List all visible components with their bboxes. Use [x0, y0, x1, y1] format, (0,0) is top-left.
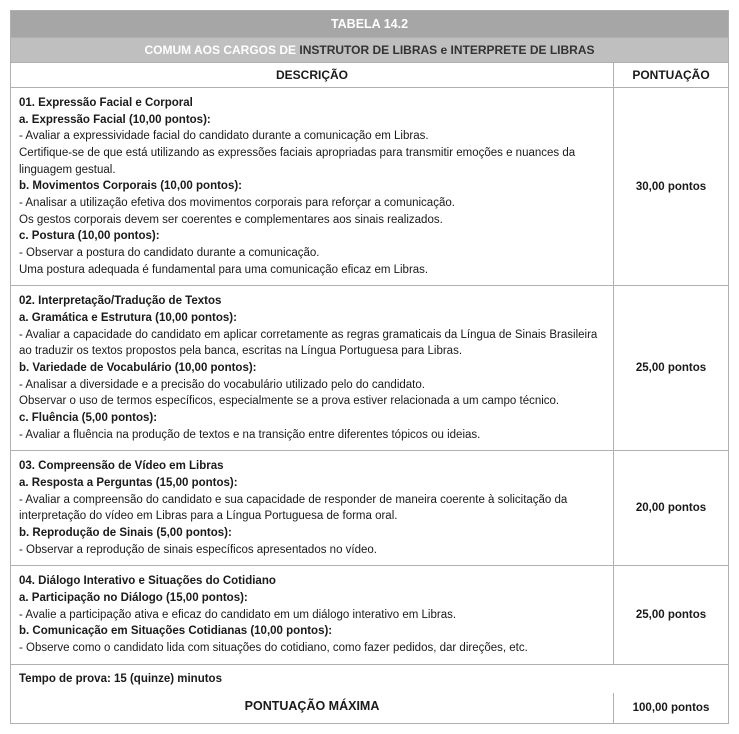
criterion-label: c. Postura (10,00 pontos):: [19, 228, 605, 245]
section-desc: 01. Expressão Facial e Corporala. Expres…: [11, 88, 614, 286]
table-title: TABELA 14.2: [11, 11, 729, 38]
section-title: 03. Compreensão de Vídeo em Libras: [19, 458, 605, 475]
criterion-line: - Observar a reprodução de sinais especí…: [19, 542, 605, 559]
criterion-label: c. Fluência (5,00 pontos):: [19, 410, 605, 427]
section-title: 02. Interpretação/Tradução de Textos: [19, 293, 605, 310]
section-title: 04. Diálogo Interativo e Situações do Co…: [19, 573, 605, 590]
criterion-label: a. Expressão Facial (10,00 pontos):: [19, 112, 605, 129]
criterion-line: - Analisar a utilização efetiva dos movi…: [19, 195, 605, 212]
subtitle-prefix: COMUM AOS CARGOS DE: [144, 43, 299, 57]
criterion-line: - Avaliar a fluência na produção de text…: [19, 427, 605, 444]
pontuacao-maxima-label: PONTUAÇÃO MÁXIMA: [11, 693, 614, 724]
criterion-label: a. Gramática e Estrutura (10,00 pontos):: [19, 310, 605, 327]
table-subtitle: COMUM AOS CARGOS DE INSTRUTOR DE LIBRAS …: [11, 38, 729, 63]
criterion-label: b. Movimentos Corporais (10,00 pontos):: [19, 178, 605, 195]
criterion-line: - Avaliar a compreensão do candidato e s…: [19, 492, 605, 525]
criterion-line: Certifique-se de que está utilizando as …: [19, 145, 605, 178]
tabela-14-2: TABELA 14.2 COMUM AOS CARGOS DE INSTRUTO…: [10, 10, 729, 724]
tempo-prova: Tempo de prova: 15 (quinze) minutos: [11, 664, 729, 693]
section-desc: 02. Interpretação/Tradução de Textosa. G…: [11, 286, 614, 451]
criterion-line: Observar o uso de termos específicos, es…: [19, 393, 605, 410]
subtitle-roles: INSTRUTOR DE LIBRAS e INTERPRETE DE LIBR…: [299, 43, 594, 57]
col-header-descricao: DESCRIÇÃO: [11, 63, 614, 88]
criterion-label: b. Reprodução de Sinais (5,00 pontos):: [19, 525, 605, 542]
criterion-line: - Avaliar a expressividade facial do can…: [19, 128, 605, 145]
criterion-line: - Observe como o candidato lida com situ…: [19, 640, 605, 657]
col-header-pontuacao: PONTUAÇÃO: [614, 63, 729, 88]
criterion-line: - Analisar a diversidade e a precisão do…: [19, 377, 605, 394]
section-desc: 04. Diálogo Interativo e Situações do Co…: [11, 566, 614, 664]
pontuacao-maxima-value: 100,00 pontos: [614, 693, 729, 724]
section-title: 01. Expressão Facial e Corporal: [19, 95, 605, 112]
criterion-line: Os gestos corporais devem ser coerentes …: [19, 212, 605, 229]
criterion-line: - Avaliar a capacidade do candidato em a…: [19, 327, 605, 360]
criterion-line: - Avalie a participação ativa e eficaz d…: [19, 607, 605, 624]
section-points: 25,00 pontos: [614, 286, 729, 451]
criterion-label: a. Resposta a Perguntas (15,00 pontos):: [19, 475, 605, 492]
criterion-label: b. Comunicação em Situações Cotidianas (…: [19, 623, 605, 640]
criterion-line: - Observar a postura do candidato durant…: [19, 245, 605, 262]
section-points: 30,00 pontos: [614, 88, 729, 286]
section-points: 25,00 pontos: [614, 566, 729, 664]
criterion-label: b. Variedade de Vocabulário (10,00 ponto…: [19, 360, 605, 377]
criterion-line: Uma postura adequada é fundamental para …: [19, 262, 605, 279]
criterion-label: a. Participação no Diálogo (15,00 pontos…: [19, 590, 605, 607]
section-points: 20,00 pontos: [614, 451, 729, 566]
section-desc: 03. Compreensão de Vídeo em Librasa. Res…: [11, 451, 614, 566]
